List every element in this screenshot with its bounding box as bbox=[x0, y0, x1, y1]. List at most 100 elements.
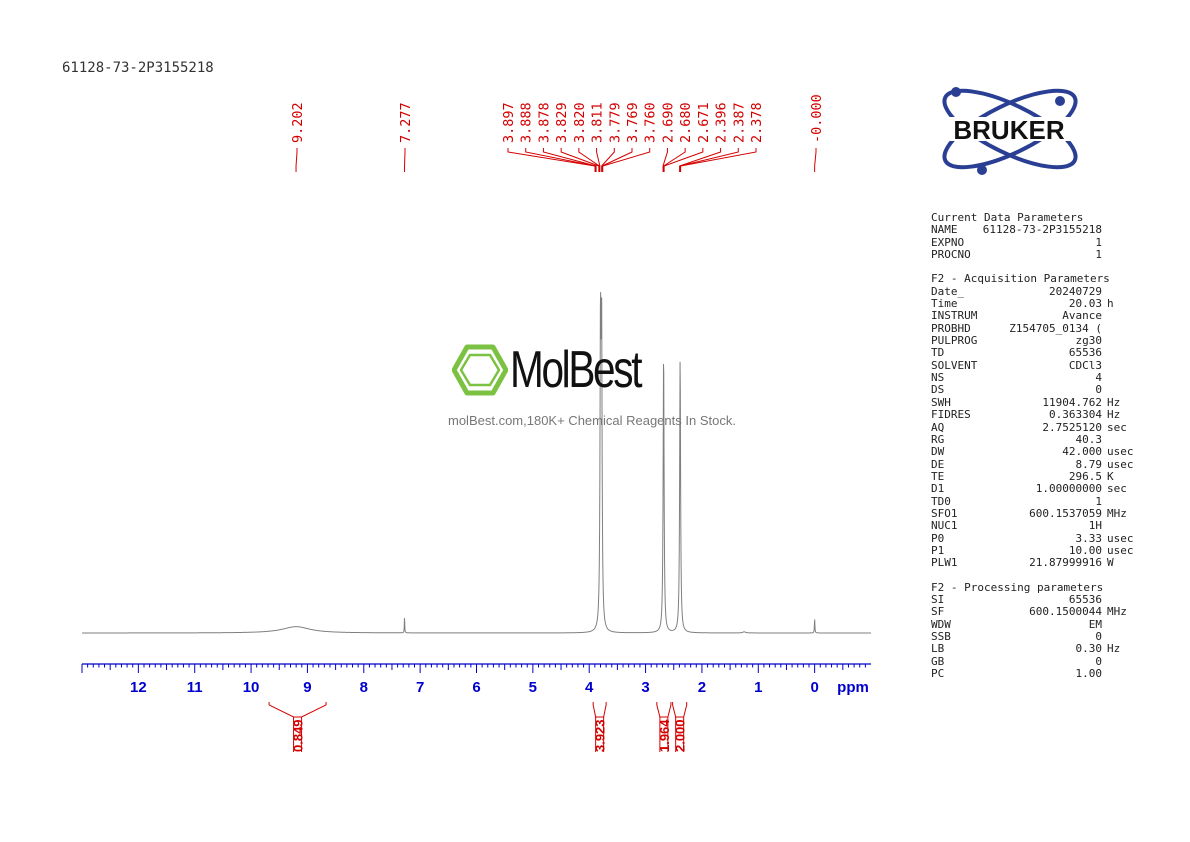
param-key: Date_ bbox=[931, 284, 965, 298]
param-value: 0 bbox=[1095, 383, 1102, 397]
watermark-tagline: molBest.com,180K+ Chemical Reagents In S… bbox=[448, 413, 736, 428]
peak-label-connector bbox=[680, 148, 757, 172]
param-key: Time bbox=[931, 297, 958, 311]
param-row: PROBHD Z154705_0134 ( bbox=[931, 321, 1146, 335]
param-row: PULPROG zg30 bbox=[931, 334, 1146, 348]
param-key: TD0 bbox=[931, 494, 951, 508]
peak-labels: 9.202 7.277 3.897 3.888 3.878 3.829 3.820 3.811… bbox=[290, 94, 825, 143]
peak-label-connector bbox=[560, 148, 600, 172]
param-row: P0 3.33 usec bbox=[931, 532, 1146, 545]
param-value: 296.5 bbox=[1068, 469, 1102, 483]
param-value: 20240729 bbox=[1049, 284, 1102, 298]
param-row: SOLVENT CDCl3 bbox=[931, 359, 1146, 372]
param-value: 20.03 bbox=[1068, 297, 1102, 311]
param-value: zg30 bbox=[1075, 334, 1103, 348]
x-tick-label: 4 bbox=[585, 679, 594, 696]
param-key: P1 bbox=[931, 543, 945, 557]
x-tick-label: 8 bbox=[360, 679, 368, 696]
param-value: 11904.762 bbox=[1042, 395, 1102, 409]
peak-label-connector bbox=[663, 148, 704, 172]
param-row: DE 8.79 usec bbox=[931, 457, 1146, 471]
peak-label: 2.387 bbox=[731, 102, 747, 143]
peak-label: 2.690 bbox=[660, 102, 676, 143]
peak-label-connector bbox=[679, 148, 739, 172]
param-row: SF 600.1500044 MHz bbox=[931, 605, 1146, 619]
param-value: 1 bbox=[1095, 248, 1102, 262]
param-key: DW bbox=[931, 445, 945, 459]
param-key: INSTRUM bbox=[931, 309, 978, 323]
param-row: SSB 0 bbox=[931, 630, 1146, 643]
peak-label: 9.202 bbox=[290, 102, 306, 143]
param-value: 1 bbox=[1095, 235, 1102, 249]
proc-params-title: F2 - Processing parameters bbox=[931, 580, 1104, 594]
molbest-watermark: MolBest molBest.com,180K+ Chemical Reage… bbox=[448, 340, 748, 440]
peak-label-connector bbox=[295, 148, 298, 172]
param-value: 1.00000000 bbox=[1035, 482, 1102, 496]
param-key: EXPNO bbox=[931, 235, 965, 249]
param-value: 4 bbox=[1095, 371, 1102, 385]
param-unit: MHz bbox=[1107, 605, 1127, 619]
x-tick-label: 10 bbox=[243, 679, 260, 696]
param-value: 2.7525120 bbox=[1042, 420, 1102, 434]
param-unit: usec bbox=[1107, 543, 1134, 557]
param-row: RG 40.3 bbox=[931, 432, 1146, 446]
current-params-rows: NAME 61128-73-2P3155218 EXPNO 1 PROCNO 1 bbox=[931, 223, 1146, 262]
param-key: RG bbox=[931, 432, 945, 446]
integral-bracket bbox=[592, 702, 607, 718]
param-key: SF bbox=[931, 605, 945, 619]
param-unit: Hz bbox=[1107, 395, 1121, 409]
x-tick-label: 12 bbox=[130, 679, 147, 696]
param-row: SI 65536 bbox=[931, 592, 1146, 606]
param-row: D1 1.00000000 sec bbox=[931, 482, 1146, 496]
param-key: PULPROG bbox=[931, 334, 978, 348]
acq-params-title: F2 - Acquisition Parameters bbox=[931, 272, 1110, 286]
bruker-wordmark: BRUKER bbox=[953, 115, 1064, 145]
param-unit: usec bbox=[1107, 457, 1134, 471]
param-key: FIDRES bbox=[931, 408, 971, 422]
param-value: 0.363304 bbox=[1049, 408, 1102, 422]
param-key: SSB bbox=[931, 630, 951, 643]
param-value: 65536 bbox=[1068, 346, 1102, 360]
integral-value: 2.000 bbox=[673, 719, 688, 752]
param-key: PLW1 bbox=[931, 556, 958, 570]
param-key: DS bbox=[931, 383, 945, 397]
param-row: NS 4 bbox=[931, 371, 1146, 385]
current-params-title: Current Data Parameters bbox=[931, 211, 1084, 224]
param-unit: W bbox=[1107, 556, 1114, 570]
peak-label: 3.888 bbox=[519, 102, 535, 143]
param-row: Date_ 20240729 bbox=[931, 284, 1146, 298]
peak-label: 2.378 bbox=[749, 102, 765, 143]
param-row: TE 296.5 K bbox=[931, 469, 1146, 483]
peak-label-connector bbox=[601, 148, 633, 172]
param-row: NAME 61128-73-2P3155218 bbox=[931, 223, 1146, 236]
param-value: Avance bbox=[1062, 309, 1102, 323]
param-key: WDW bbox=[931, 617, 951, 631]
peak-label: 7.277 bbox=[398, 102, 414, 143]
peak-label-connector bbox=[525, 148, 597, 172]
peak-label: 3.811 bbox=[590, 102, 606, 143]
param-unit: h bbox=[1107, 297, 1114, 311]
acq-params-rows: Date_ 20240729 Time 20.03 h INSTRUM Avance PROB… bbox=[931, 284, 1146, 570]
param-row: DW 42.000 usec bbox=[931, 445, 1146, 459]
param-key: TD bbox=[931, 346, 945, 360]
param-row: INSTRUM Avance bbox=[931, 309, 1146, 323]
x-tick-label: 1 bbox=[754, 679, 762, 696]
param-value: 600.1500044 bbox=[1029, 605, 1102, 619]
param-row: TD 65536 bbox=[931, 346, 1146, 360]
x-axis: 12 11 10 9 8 7 6 5 4 3 2 1 0 ppm bbox=[81, 663, 871, 696]
x-tick-label: 5 bbox=[529, 679, 537, 696]
integral-value: 1.964 bbox=[657, 719, 672, 752]
param-key: LB bbox=[931, 642, 945, 656]
param-value: 0 bbox=[1095, 654, 1102, 668]
peak-label-connector bbox=[814, 148, 817, 172]
nmr-spectrum-chart: 9.202 7.277 3.897 3.888 3.878 3.829 3.820 3.811… bbox=[81, 94, 871, 752]
peak-label-connector bbox=[662, 148, 668, 172]
x-tick-label: 2 bbox=[698, 679, 706, 696]
param-unit: K bbox=[1107, 469, 1114, 483]
param-unit: MHz bbox=[1107, 506, 1127, 520]
param-value: 65536 bbox=[1068, 592, 1102, 606]
peak-label-connector bbox=[601, 148, 615, 172]
param-value: Z154705_0134 ( bbox=[1009, 321, 1102, 335]
param-value: 21.87999916 bbox=[1029, 556, 1102, 570]
peak-label: 2.671 bbox=[696, 102, 712, 143]
